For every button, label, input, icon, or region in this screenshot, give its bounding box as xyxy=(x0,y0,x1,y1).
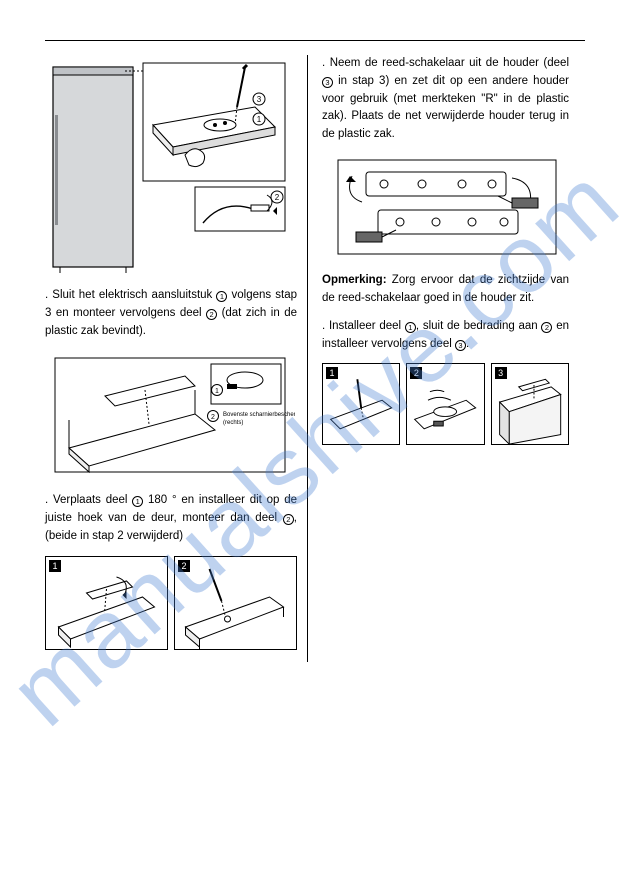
svg-text:1: 1 xyxy=(215,388,219,395)
left-paragraph-1: . Sluit het elektrisch aansluitstuk 1 vo… xyxy=(45,287,297,340)
figure-three-panel-install: 1 2 xyxy=(322,363,569,445)
top-rule xyxy=(45,40,585,41)
right-paragraph-1: . Neem de reed-schakelaar uit de houder … xyxy=(322,55,569,144)
figure-reed-switch-holder xyxy=(322,154,569,260)
right-column: . Neem de reed-schakelaar uit de houder … xyxy=(307,55,569,662)
right-paragraph-2: . Installeer deel 1, sluit de bedrading … xyxy=(322,318,569,354)
page-container: 3 1 2 . Sluit he xyxy=(0,0,630,692)
svg-text:3: 3 xyxy=(257,95,262,104)
panel-r3: 3 xyxy=(491,363,569,445)
right-note: Opmerking: Zorg ervoor dat de zichtzijde… xyxy=(322,272,569,308)
panel-2: 2 xyxy=(174,556,297,650)
two-column-layout: 3 1 2 . Sluit he xyxy=(45,55,585,662)
panel-r2: 2 xyxy=(406,363,484,445)
figure-two-panel-hinge: 1 2 xyxy=(45,556,297,650)
svg-text:Bovenste scharnierbescherming: Bovenste scharnierbescherming xyxy=(223,412,295,418)
figure-hinge-cover: 1 2 Bovenste scharnierbescherming (recht… xyxy=(45,350,297,480)
left-paragraph-2: . Verplaats deel 1 180 ° en installeer d… xyxy=(45,492,297,545)
left-column: 3 1 2 . Sluit he xyxy=(45,55,307,662)
svg-text:2: 2 xyxy=(211,414,215,421)
svg-text:1: 1 xyxy=(257,115,262,124)
svg-text:2: 2 xyxy=(275,193,280,202)
panel-1: 1 xyxy=(45,556,168,650)
svg-text:(rechts): (rechts) xyxy=(223,420,243,426)
figure-fridge-top-assembly: 3 1 2 xyxy=(45,55,297,275)
panel-r1: 1 xyxy=(322,363,400,445)
